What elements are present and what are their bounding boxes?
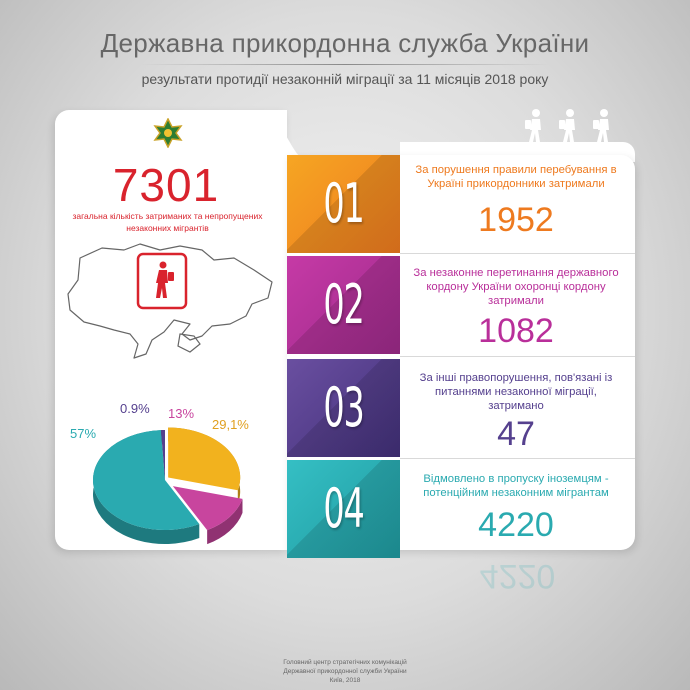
emblem-icon — [153, 118, 183, 148]
row-value: 4220 — [478, 506, 554, 544]
row-divider — [400, 253, 635, 254]
person-icon — [593, 109, 609, 142]
footer: Головний центр стратегічних комунікацій … — [0, 658, 690, 685]
value-reflection: 4220 — [479, 557, 556, 595]
pie-slice — [168, 427, 241, 491]
total-caption: загальна кількість затриманих та непропу… — [72, 211, 263, 233]
title-divider — [140, 64, 550, 65]
pie-label-29-1: 29,1% — [212, 417, 249, 432]
pie-slice-side — [93, 430, 200, 544]
row-divider — [400, 458, 635, 459]
footer-line: Державної прикордонної служби України — [283, 668, 407, 675]
card-tab — [200, 110, 300, 170]
pie-slice — [160, 430, 165, 480]
row-text: За незаконне перетинання державного корд… — [413, 267, 619, 307]
row-value: 1952 — [478, 201, 554, 239]
stat-row: 03 За інші правопорушення, пов'язані із … — [287, 359, 635, 457]
row-number: 03 — [323, 376, 364, 439]
row-number: 02 — [323, 273, 364, 336]
row-band: 04 — [287, 460, 400, 558]
person-icon — [525, 109, 541, 142]
row-number: 04 — [323, 477, 364, 540]
row-text: За порушення правили перебування в Украї… — [415, 164, 617, 190]
stat-row: 04 Відмовлено в пропуску іноземцям - пот… — [287, 460, 635, 558]
page-title: Державна прикордонна служба України — [100, 28, 590, 58]
row-band: 01 — [287, 155, 400, 253]
row-text: Відмовлено в пропуску іноземцям - потенц… — [423, 473, 609, 499]
row-number: 01 — [323, 172, 364, 235]
row-value: 1082 — [478, 312, 554, 350]
pie-slice — [172, 486, 243, 531]
ukraine-map-icon — [67, 243, 273, 359]
total-value: 7301 — [112, 159, 220, 211]
footer-line: Київ, 2018 — [329, 677, 361, 684]
pie-label-13: 13% — [168, 406, 195, 421]
pie-slice-side — [207, 498, 243, 545]
migrant-icon — [156, 261, 174, 298]
footer-line: Головний центр стратегічних комунікацій — [283, 659, 407, 666]
row-value: 47 — [497, 415, 535, 453]
page-subtitle: результати протидії незаконній міграції … — [141, 71, 549, 87]
row-text: За інші правопорушення, пов'язані із пит… — [419, 372, 613, 412]
stat-row: 02 За незаконне перетинання державного к… — [287, 256, 635, 354]
pie-label-57: 57% — [70, 426, 97, 441]
person-icon — [559, 109, 575, 142]
pie-slice — [93, 430, 200, 530]
row-band: 03 — [287, 359, 400, 457]
row-divider — [400, 356, 635, 357]
pie-label-0-9: 0.9% — [120, 401, 150, 416]
pie-chart — [93, 427, 243, 545]
row-band: 02 — [287, 256, 400, 354]
stat-row: 01 За порушення правили перебування в Ук… — [287, 155, 635, 253]
